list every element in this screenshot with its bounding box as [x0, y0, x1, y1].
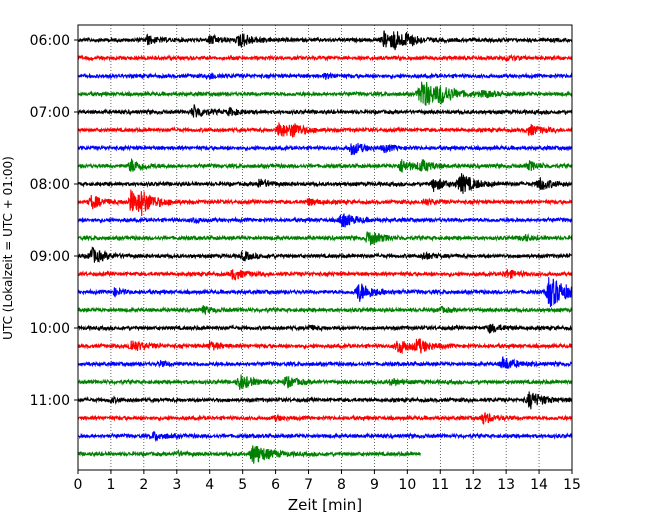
seismogram-trace [77, 81, 573, 106]
x-tick-label: 4 [205, 477, 214, 493]
x-tick-label: 14 [530, 477, 548, 493]
y-axis-ticks: 06:00 07:00 08:00 09:00 10:00 11:00 [30, 33, 78, 409]
x-tick-label: 0 [74, 477, 83, 493]
x-tick-label: 2 [139, 477, 148, 493]
seismogram-trace [77, 71, 573, 81]
x-tick-label: 15 [563, 477, 581, 493]
seismogram-trace [77, 231, 573, 246]
seismogram-trace [77, 213, 573, 228]
x-tick-label: 12 [464, 477, 482, 493]
x-tick-label: 11 [431, 477, 449, 493]
y-axis-title: UTC (Lokalzeit = UTC + 01:00) [1, 156, 15, 340]
x-tick-label: 10 [398, 477, 416, 493]
x-axis-ticks: 0 1 2 3 4 5 6 7 8 9 10 11 12 13 14 15 [74, 470, 581, 493]
x-tick-label: 9 [370, 477, 379, 493]
seismogram-trace [77, 142, 573, 156]
seismogram-trace [77, 269, 573, 281]
y-tick-label: 09:00 [30, 249, 70, 265]
y-tick-label: 10:00 [30, 321, 70, 337]
seismogram-trace [77, 189, 573, 216]
traces-layer [77, 30, 573, 464]
seismogram-trace [77, 430, 573, 443]
x-tick-label: 13 [497, 477, 515, 493]
seismogram-trace [77, 412, 573, 425]
x-tick-label: 3 [172, 477, 181, 493]
y-tick-label: 11:00 [30, 393, 70, 409]
x-tick-label: 1 [106, 477, 115, 493]
seismogram-trace [77, 53, 573, 62]
x-tick-label: 8 [337, 477, 346, 493]
seismogram-trace [77, 104, 573, 118]
y-tick-label: 07:00 [30, 105, 70, 121]
seismogram-trace [77, 445, 421, 464]
seismogram-trace [77, 157, 573, 173]
seismogram-trace [77, 374, 573, 390]
y-tick-label: 08:00 [30, 177, 70, 193]
seismogram-trace [77, 246, 573, 263]
seismogram-trace [77, 305, 573, 316]
seismogram-trace [77, 277, 573, 307]
y-tick-label: 06:00 [30, 33, 70, 49]
seismogram-trace [77, 323, 573, 335]
grid-layer [110, 25, 540, 470]
plot-frame [77, 24, 573, 471]
seismogram-trace [77, 173, 573, 194]
x-axis-title: Zeit [min] [288, 496, 362, 514]
seismogram-trace [77, 391, 573, 410]
x-tick-label: 7 [304, 477, 313, 493]
seismogram-trace [77, 338, 573, 355]
seismogram-trace [77, 30, 573, 51]
seismogram-trace [77, 122, 573, 138]
x-tick-label: 6 [271, 477, 280, 493]
seismogram-trace [77, 356, 573, 370]
x-tick-label: 5 [238, 477, 247, 493]
